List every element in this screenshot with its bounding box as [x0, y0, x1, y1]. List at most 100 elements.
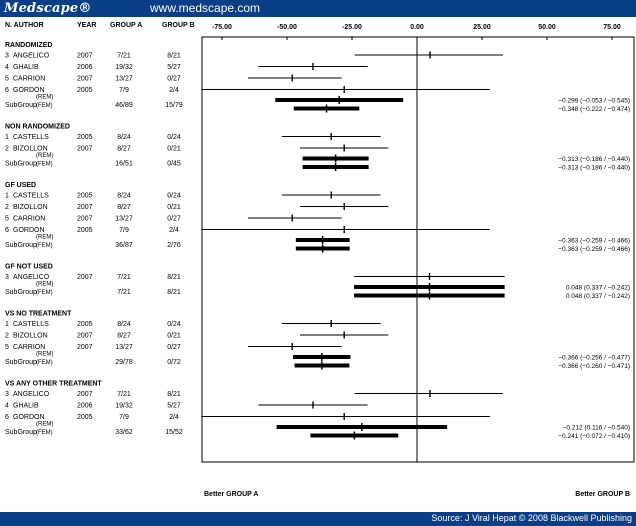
study-number: 2	[5, 333, 9, 340]
study-number: 3	[5, 274, 9, 281]
study-author: GORDON	[13, 227, 45, 234]
study-author: BIZOLLON	[13, 146, 48, 153]
study-year: 2007	[77, 76, 93, 83]
section-title: GF USED	[5, 182, 36, 189]
col-header-author: N. AUTHOR	[5, 22, 44, 29]
subgroup-label: SubGroup	[5, 242, 37, 249]
study-number: 5	[5, 76, 9, 83]
subgroup-model-label: (REM)	[36, 153, 53, 159]
study-group-b: 5/27	[167, 64, 181, 71]
study-author: GHALIB	[13, 64, 39, 71]
study-group-b: 8/21	[167, 391, 181, 398]
subgroup-group-b: 2/76	[167, 242, 181, 249]
subgroup-effect-text: −0.366 (−0.256 / −0.477)	[558, 355, 630, 362]
study-year: 2007	[77, 274, 93, 281]
study-number: 2	[5, 146, 9, 153]
subgroup-group-b: 15/79	[165, 102, 183, 109]
study-group-a: 8/27	[117, 204, 131, 211]
subgroup-label: SubGroup	[5, 160, 37, 167]
study-group-a: 13/27	[115, 76, 133, 83]
subgroup-group-b: 0/45	[167, 160, 181, 167]
study-group-b: 0/27	[167, 76, 181, 83]
subgroup-model-label: (FEM)	[36, 360, 53, 366]
brand-logo[interactable]: Medscape®	[4, 1, 92, 16]
subgroup-group-a: 7/21	[117, 289, 131, 296]
study-group-a: 7/9	[119, 227, 129, 234]
study-group-b: 2/4	[169, 87, 179, 94]
x-tick-label: 0.00	[410, 24, 424, 31]
x-tick-label: -75.00	[212, 24, 232, 31]
study-group-b: 0/21	[167, 204, 181, 211]
study-group-b: 2/4	[169, 227, 179, 234]
subgroup-group-b: 15/52	[165, 429, 183, 436]
study-year: 2007	[77, 216, 93, 223]
subgroup-effect-text: −0.363 (−0.259 / −0.466)	[558, 246, 630, 253]
section-title: GF NOT USED	[5, 264, 53, 271]
subgroup-model-label: (FEM)	[36, 243, 53, 249]
study-author: BIZOLLON	[13, 204, 48, 211]
subgroup-model-label: (FEM)	[36, 290, 53, 296]
study-author: CASTELLS	[13, 134, 49, 141]
subgroup-group-b: 0/72	[167, 359, 181, 366]
subgroup-group-a: 46/89	[115, 102, 133, 109]
subgroup-label: SubGroup	[5, 289, 37, 296]
study-number: 6	[5, 87, 9, 94]
subgroup-model-label: (REM)	[36, 422, 53, 428]
study-author: CARRION	[13, 344, 45, 351]
study-group-a: 8/27	[117, 146, 131, 153]
study-number: 1	[5, 193, 9, 200]
section-title: RANDOMIZED	[5, 42, 52, 49]
subgroup-group-a: 36/87	[115, 242, 133, 249]
study-number: 2	[5, 204, 9, 211]
study-group-b: 5/27	[167, 403, 181, 410]
subgroup-effect-text: −0.366 (−0.260 / −0.471)	[558, 363, 630, 370]
study-group-a: 7/21	[117, 53, 131, 60]
subgroup-effect-text: −0.363 (−0.259 / −0.466)	[558, 238, 630, 245]
study-group-b: 0/24	[167, 134, 181, 141]
study-author: GORDON	[13, 414, 45, 421]
subgroup-label: SubGroup	[5, 359, 37, 366]
study-number: 6	[5, 414, 9, 421]
study-group-b: 0/21	[167, 333, 181, 340]
study-author: BIZOLLON	[13, 333, 48, 340]
subgroup-effect-text: 0.048 (0.337 / −0.242)	[566, 293, 630, 300]
study-year: 2005	[77, 321, 93, 328]
study-group-b: 2/4	[169, 414, 179, 421]
study-group-a: 13/27	[115, 344, 133, 351]
study-year: 2005	[77, 227, 93, 234]
study-group-a: 7/9	[119, 414, 129, 421]
x-tick-label: -50.00	[277, 24, 297, 31]
subgroup-model-label: (REM)	[36, 235, 53, 241]
subgroup-group-a: 33/62	[115, 429, 133, 436]
subgroup-label: SubGroup	[5, 102, 37, 109]
subgroup-model-label: (FEM)	[36, 103, 53, 109]
study-year: 2007	[77, 146, 93, 153]
study-year: 2005	[77, 87, 93, 94]
subgroup-model-label: (FEM)	[36, 162, 53, 168]
study-year: 2005	[77, 134, 93, 141]
study-group-b: 8/21	[167, 274, 181, 281]
section-title: NON RANDOMIZED	[5, 124, 70, 131]
study-author: CARRION	[13, 76, 45, 83]
subgroup-group-b: 8/21	[167, 289, 181, 296]
study-group-a: 8/24	[117, 321, 131, 328]
study-group-b: 0/24	[167, 193, 181, 200]
study-number: 1	[5, 134, 9, 141]
study-group-b: 0/21	[167, 146, 181, 153]
subgroup-effect-text: 0.048 (0.337 / −0.242)	[566, 285, 630, 292]
study-group-a: 7/21	[117, 274, 131, 281]
better-group-b-label: Better GROUP B	[575, 491, 630, 498]
subgroup-model-label: (REM)	[36, 352, 53, 358]
study-number: 3	[5, 391, 9, 398]
study-number: 5	[5, 216, 9, 223]
site-link[interactable]: www.medscape.com	[150, 1, 261, 15]
study-group-b: 0/27	[167, 216, 181, 223]
study-year: 2005	[77, 193, 93, 200]
col-header-group-a: GROUP A	[110, 22, 143, 29]
x-tick-label: -25.00	[342, 24, 362, 31]
study-year: 2007	[77, 204, 93, 211]
study-group-a: 19/32	[115, 64, 133, 71]
study-year: 2005	[77, 414, 93, 421]
study-group-a: 13/27	[115, 216, 133, 223]
